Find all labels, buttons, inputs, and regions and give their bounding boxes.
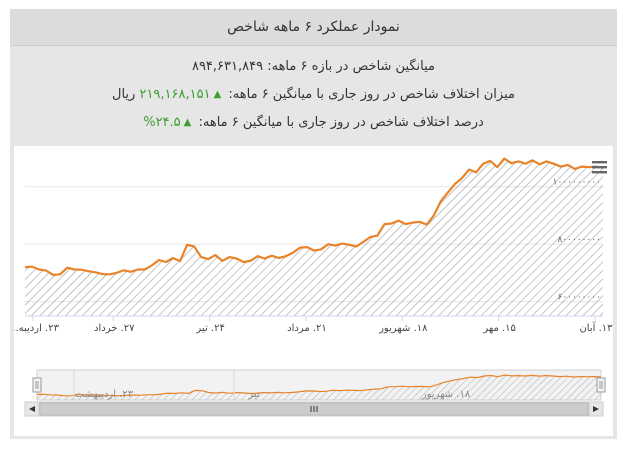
arrow [29,406,35,412]
y-tick-label: ۸۰۰۰۰۰۰۰۰ [557,235,601,245]
index-performance-panel: نمودار عملکرد ۶ ماهه شاخص میانگین شاخص د… [10,9,617,439]
y-tick-label: ۱۰۰۰۰۰۰۰۰۰ [553,178,601,188]
navigator-line [36,374,602,397]
series-area [25,158,603,316]
x-tick-label: ۱۳. آبان [579,321,613,334]
navigator-label: ۲۳. اردیبهشت [75,389,134,400]
difference-unit: ریال [112,87,136,102]
x-tick-label: ۱۸. شهریور [378,323,428,334]
series-line [24,157,604,276]
scroll-grip-icon [310,406,318,412]
panel-header: نمودار عملکرد ۶ ماهه شاخص [10,9,617,46]
navigator-area [37,375,601,400]
index-chart: ۶۰۰۰۰۰۰۰۰ ۸۰۰۰۰۰۰۰۰ ۱۰۰۰۰۰۰۰۰۰ ۲۳. اردیبه..… [14,157,613,417]
scroll-arrow-right-icon[interactable] [588,401,604,417]
scroll-arrow-left-icon[interactable] [24,401,40,417]
difference-line: میزان اختلاف شاخص در روز جاری با میانگین… [10,81,617,109]
percent-line: درصد اختلاف شاخص در روز جاری با میانگین … [10,109,617,137]
difference-label: میزان اختلاف شاخص در روز جاری با میانگین… [228,87,515,102]
handle-body [32,377,42,393]
x-tick-label: ۲۴. تیر [195,323,224,334]
navigator-handle-left-icon[interactable] [32,377,42,393]
navigator-handle-right-icon[interactable] [596,377,606,393]
x-tick-label: ۲۷. خرداد [94,323,135,334]
percent-value: ۲۴.۵% [143,115,181,130]
panel-title: نمودار عملکرد ۶ ماهه شاخص [227,19,400,35]
caret-up-icon: ▲ [183,117,192,128]
caret-up-icon: ▲ [213,89,222,100]
hamburger-menu-icon[interactable] [588,157,610,177]
y-tick-label: ۶۰۰۰۰۰۰۰۰ [557,293,601,303]
percent-label: درصد اختلاف شاخص در روز جاری با میانگین … [198,115,484,130]
navigator-label: تیر [247,389,260,400]
handle-body [596,377,606,393]
average-index-value: ۸۹۴,۶۳۱,۸۴۹ [191,59,264,74]
stats-block: میانگین شاخص در بازه ۶ ماهه: ۸۹۴,۶۳۱,۸۴۹… [10,53,617,137]
difference-value: ۲۱۹,۱۶۸,۱۵۱ [139,87,211,102]
average-index-line: میانگین شاخص در بازه ۶ ماهه: ۸۹۴,۶۳۱,۸۴۹ [10,53,617,81]
average-index-label: میانگین شاخص در بازه ۶ ماهه: [267,59,436,74]
chart-container: ۶۰۰۰۰۰۰۰۰ ۸۰۰۰۰۰۰۰۰ ۱۰۰۰۰۰۰۰۰۰ ۲۳. اردیبه..… [14,146,613,436]
x-tick-label: ۲۱. مرداد [287,323,327,334]
arrow [593,406,599,412]
x-tick-label: ۲۳. اردیبه... [14,323,60,334]
navigator-label: ۱۸. شهریور [421,389,471,400]
x-tick-label: ۱۵. مهر [482,323,516,334]
